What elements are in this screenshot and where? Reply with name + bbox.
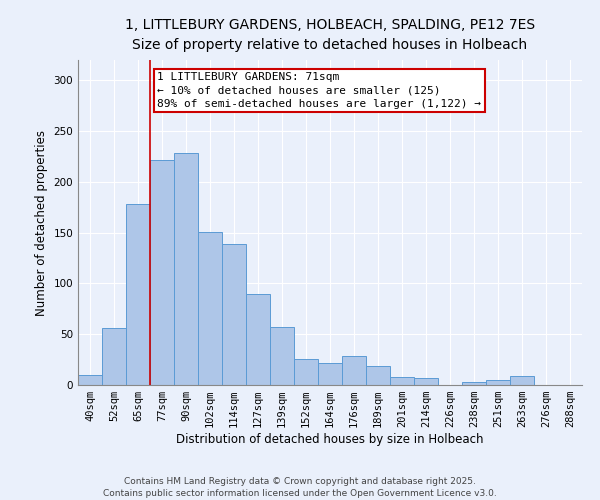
Bar bbox=[174, 154, 198, 385]
Bar bbox=[270, 327, 294, 385]
Bar bbox=[510, 376, 534, 385]
Bar bbox=[318, 362, 342, 385]
Bar bbox=[366, 366, 390, 385]
Bar bbox=[150, 160, 174, 385]
X-axis label: Distribution of detached houses by size in Holbeach: Distribution of detached houses by size … bbox=[176, 433, 484, 446]
Bar bbox=[486, 380, 510, 385]
Bar bbox=[198, 232, 222, 385]
Bar bbox=[462, 382, 486, 385]
Text: 1 LITTLEBURY GARDENS: 71sqm
← 10% of detached houses are smaller (125)
89% of se: 1 LITTLEBURY GARDENS: 71sqm ← 10% of det… bbox=[157, 72, 481, 108]
Bar bbox=[246, 294, 270, 385]
Bar bbox=[126, 204, 150, 385]
Bar bbox=[222, 244, 246, 385]
Bar bbox=[390, 377, 414, 385]
Bar bbox=[102, 328, 126, 385]
Bar bbox=[342, 356, 366, 385]
Title: 1, LITTLEBURY GARDENS, HOLBEACH, SPALDING, PE12 7ES
Size of property relative to: 1, LITTLEBURY GARDENS, HOLBEACH, SPALDIN… bbox=[125, 18, 535, 52]
Text: Contains HM Land Registry data © Crown copyright and database right 2025.
Contai: Contains HM Land Registry data © Crown c… bbox=[103, 476, 497, 498]
Bar bbox=[294, 358, 318, 385]
Y-axis label: Number of detached properties: Number of detached properties bbox=[35, 130, 48, 316]
Bar bbox=[414, 378, 438, 385]
Bar bbox=[78, 375, 102, 385]
